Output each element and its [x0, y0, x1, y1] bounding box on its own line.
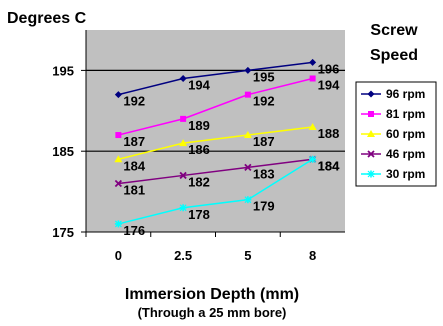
- data-point: [309, 155, 317, 163]
- data-point: [367, 170, 375, 178]
- data-point: [115, 132, 122, 139]
- marker-stroke: [367, 170, 375, 178]
- data-point: [367, 90, 375, 98]
- data-point: [244, 196, 252, 204]
- marker-stroke: [114, 220, 122, 228]
- plot-area: [86, 30, 345, 232]
- y-tick-label: 175: [52, 225, 74, 240]
- x-tick-label: 2.5: [174, 248, 192, 263]
- data-label: 186: [188, 142, 210, 157]
- series-line: [118, 126, 313, 161]
- legend-entry: 30 rpm: [361, 167, 425, 181]
- data-label: 187: [123, 134, 145, 149]
- marker-stroke: [114, 179, 123, 188]
- data-label: 179: [253, 199, 275, 214]
- data-label: 196: [318, 61, 340, 76]
- data-point: [308, 122, 317, 130]
- data-label: 195: [253, 69, 275, 84]
- data-label: 192: [123, 94, 145, 109]
- series-group: [114, 58, 317, 228]
- data-label: 184: [318, 158, 340, 173]
- data-label: 181: [123, 183, 145, 198]
- marker-stroke: [367, 150, 375, 158]
- legend-label: 60 rpm: [386, 127, 425, 141]
- data-label: 184: [123, 158, 145, 173]
- legend-label: 46 rpm: [386, 147, 425, 161]
- legend-title-line1: Screw: [370, 22, 418, 39]
- series-line: [118, 158, 313, 185]
- y-tick-label: 185: [52, 144, 74, 159]
- data-point: [179, 139, 188, 147]
- legend-title-line2: Speed: [370, 47, 418, 64]
- legend-label: 30 rpm: [386, 167, 425, 181]
- marker-stroke: [179, 204, 187, 212]
- legend: 96 rpm 81 rpm 60 rpm 46 rpm 30 rpm: [355, 81, 437, 187]
- data-point: [244, 163, 252, 171]
- x-tick-label: 8: [309, 248, 316, 263]
- data-point: [244, 91, 251, 98]
- legend-label: 81 rpm: [386, 107, 425, 121]
- data-label: 178: [188, 207, 210, 222]
- data-point: [367, 130, 375, 137]
- data-point: [244, 66, 252, 74]
- data-label: 194: [188, 77, 210, 92]
- data-point: [368, 111, 374, 117]
- legend-entry: 60 rpm: [361, 127, 425, 141]
- x-tick-label: 5: [244, 248, 251, 263]
- data-point: [243, 131, 252, 139]
- legend-entry: 96 rpm: [361, 87, 425, 101]
- data-labels: 192 194 195 196 187 189 192 194 184 186 187 188 181 1…: [123, 61, 340, 238]
- y-axis-title: Degrees C: [7, 10, 87, 27]
- plot-background: [86, 30, 345, 232]
- legend-entry: 81 rpm: [361, 107, 425, 121]
- data-label: 187: [253, 134, 275, 149]
- data-label: 189: [188, 118, 210, 133]
- data-label: 192: [253, 94, 275, 109]
- x-axis-subtitle: (Through a 25 mm bore): [138, 305, 287, 320]
- data-point: [309, 58, 317, 66]
- data-label: 182: [188, 174, 210, 189]
- data-point: [179, 74, 187, 82]
- series-line: [118, 77, 313, 136]
- marker-stroke: [244, 163, 252, 171]
- data-label: 194: [318, 77, 340, 92]
- data-point: [179, 204, 187, 212]
- data-point: [114, 179, 123, 188]
- data-label: 183: [253, 166, 275, 181]
- data-point: [180, 115, 187, 122]
- data-point: [179, 171, 187, 180]
- data-label: 188: [318, 126, 340, 141]
- axes: 175 185 195 0 2.5 5 8: [52, 30, 345, 263]
- marker-stroke: [309, 155, 317, 163]
- series-line: [118, 158, 314, 225]
- data-point: [114, 91, 122, 99]
- marker-stroke: [179, 171, 187, 180]
- legend-entry: 46 rpm: [361, 147, 425, 161]
- series-line: [118, 61, 313, 96]
- x-axis-title: Immersion Depth (mm): [125, 286, 299, 303]
- y-tick-label: 195: [52, 63, 74, 78]
- data-point: [114, 155, 123, 163]
- data-label: 176: [123, 223, 145, 238]
- data-label: 184: [318, 158, 340, 173]
- data-point: [367, 150, 375, 158]
- x-tick-label: 0: [115, 248, 122, 263]
- data-point: [309, 75, 316, 82]
- legend-label: 96 rpm: [386, 87, 425, 101]
- marker-stroke: [244, 196, 252, 204]
- data-point: [114, 220, 122, 228]
